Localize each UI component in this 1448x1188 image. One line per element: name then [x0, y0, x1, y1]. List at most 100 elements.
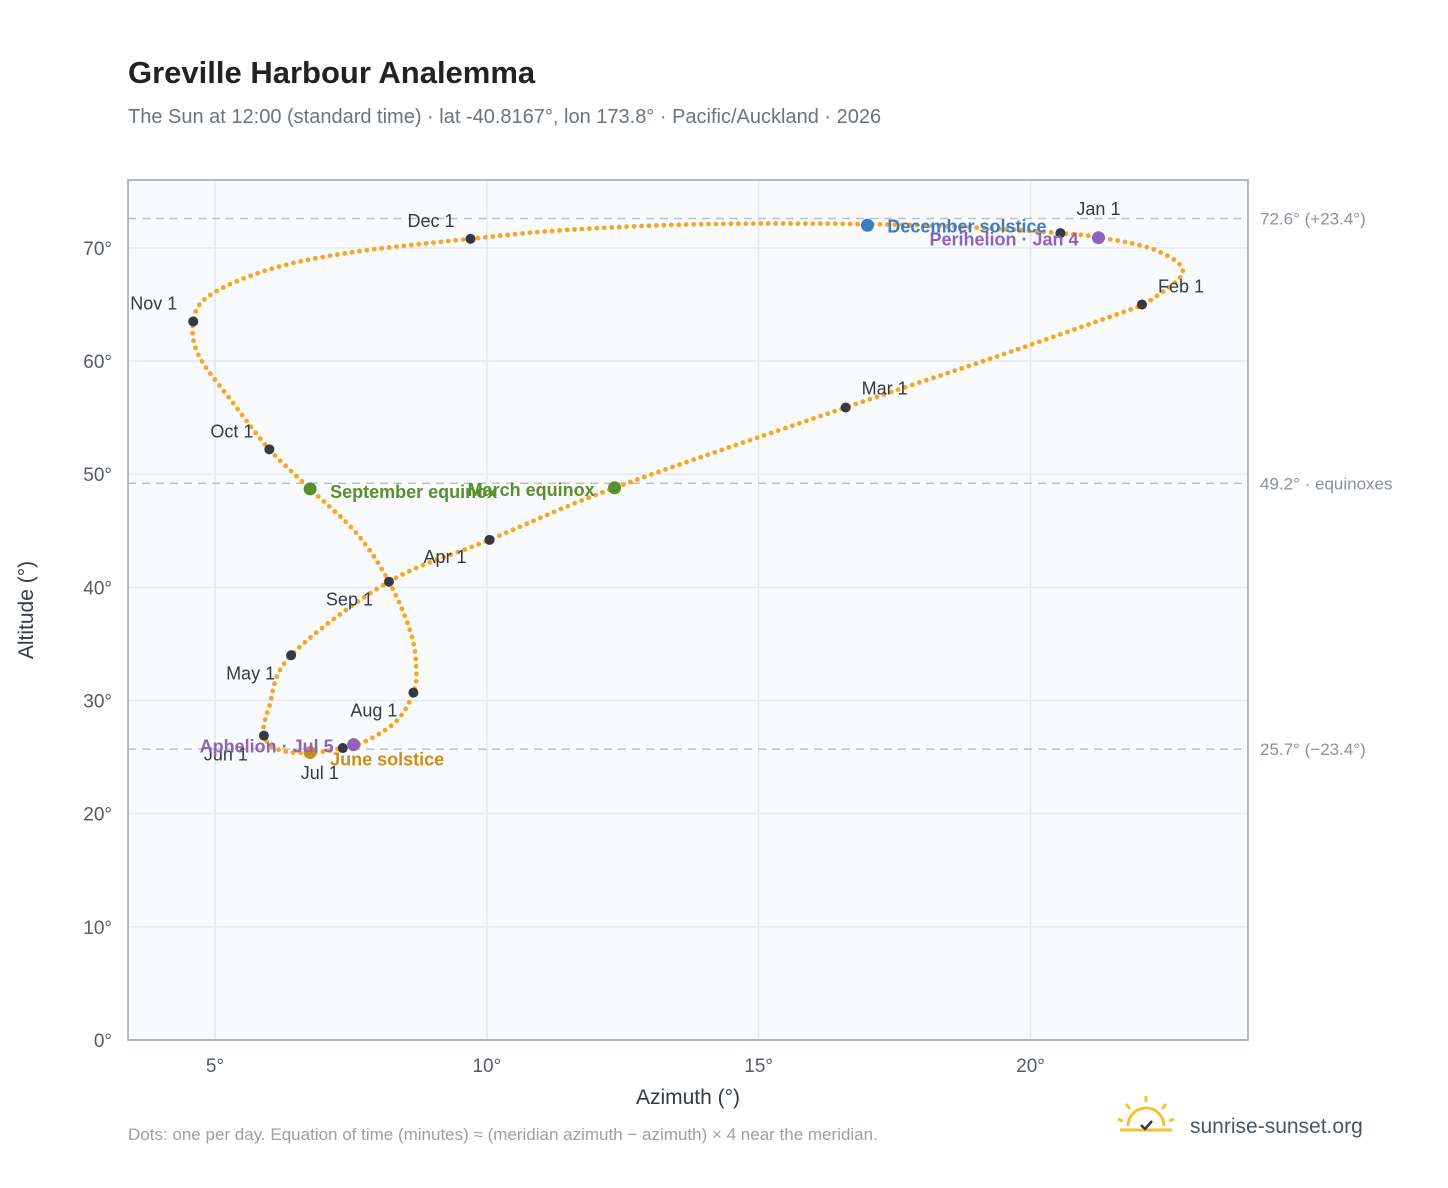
daily-dot	[434, 557, 440, 563]
month-marker-label: Jul 1	[301, 763, 339, 783]
daily-dot	[1004, 226, 1009, 232]
month-marker-dot	[286, 650, 297, 661]
daily-dot	[290, 750, 296, 755]
daily-dot	[1026, 228, 1032, 234]
daily-dot	[496, 533, 502, 539]
daily-dot	[551, 509, 557, 515]
event-marker-dot	[1091, 231, 1105, 245]
month-marker-label: Jan 1	[1076, 199, 1120, 219]
daily-dot	[332, 509, 338, 514]
daily-dot	[276, 747, 281, 753]
daily-dot	[448, 552, 454, 557]
daily-dot	[277, 458, 283, 464]
daily-dot	[735, 221, 741, 227]
daily-dot	[400, 571, 405, 577]
daily-dot	[319, 625, 325, 631]
daily-dot	[565, 503, 571, 509]
daily-dot	[376, 731, 382, 737]
daily-dot	[750, 221, 756, 227]
daily-dot	[262, 717, 268, 723]
y-tick-label: 10°	[83, 918, 112, 939]
daily-dot	[761, 432, 767, 438]
daily-dot	[974, 225, 980, 230]
daily-dot	[952, 368, 958, 374]
month-marker-dot	[337, 743, 348, 754]
daily-dot	[190, 330, 195, 336]
daily-dot	[337, 514, 343, 519]
daily-dot	[342, 250, 348, 256]
month-marker-label: Mar 1	[862, 378, 908, 398]
daily-dot	[272, 681, 277, 687]
daily-dot	[248, 424, 254, 430]
daily-dot	[1093, 319, 1098, 325]
daily-dot	[1121, 309, 1127, 315]
daily-dot	[313, 630, 319, 636]
daily-dot	[312, 255, 318, 261]
daily-dot	[406, 568, 412, 574]
daily-dot	[396, 599, 402, 605]
daily-dot	[383, 573, 388, 578]
daily-dot	[832, 221, 838, 227]
daily-dot	[811, 416, 816, 421]
daily-dot	[646, 223, 652, 229]
month-marker-dot	[840, 402, 851, 413]
daily-dot	[1148, 297, 1154, 303]
daily-dot	[1114, 312, 1119, 317]
daily-dot	[294, 473, 299, 479]
event-marker-dot	[860, 218, 874, 232]
daily-dot	[803, 221, 808, 227]
daily-dot	[937, 223, 942, 229]
daily-dot	[534, 229, 540, 235]
chart-title: Greville Harbour Analemma	[128, 55, 536, 90]
daily-dot	[620, 482, 626, 487]
daily-dot	[217, 383, 222, 388]
daily-dot	[544, 512, 550, 518]
month-markers: Jan 1 Feb 1 Mar 1 Apr 1 May 1 Jun 1 Jul 1 Aug 1…	[130, 199, 1204, 783]
daily-dot	[1008, 349, 1014, 354]
daily-dot	[966, 224, 972, 230]
daily-dot	[818, 413, 823, 419]
daily-dot	[403, 706, 409, 712]
daily-dot	[349, 603, 355, 609]
y-tick-label: 70°	[83, 239, 112, 260]
event-marker-label: September equinox	[330, 482, 497, 502]
daily-dot	[476, 541, 482, 547]
daily-dot	[642, 474, 647, 480]
daily-dot	[924, 377, 929, 383]
daily-dot	[1177, 275, 1183, 280]
daily-dot	[705, 452, 711, 458]
daily-dot	[796, 420, 802, 426]
month-marker-label: Dec 1	[407, 211, 454, 231]
daily-dot	[931, 375, 936, 381]
daily-dot	[668, 222, 674, 228]
y-tick-label: 40°	[83, 578, 112, 599]
daily-dot	[505, 232, 511, 238]
daily-dot	[922, 223, 928, 228]
daily-dot	[1015, 346, 1021, 352]
daily-dot	[1011, 227, 1017, 233]
daily-dot	[914, 222, 920, 228]
daily-dot	[283, 463, 288, 469]
daily-dot	[469, 544, 475, 550]
daily-dot	[1107, 236, 1113, 242]
daily-dot	[362, 541, 368, 547]
daily-dot	[1151, 247, 1157, 252]
daily-dot	[586, 495, 591, 501]
daily-dot	[867, 396, 873, 402]
daily-dot	[320, 749, 326, 755]
daily-dot	[938, 373, 943, 378]
daily-dot	[542, 229, 548, 234]
daily-dot	[1144, 244, 1150, 250]
daily-dot	[334, 252, 340, 257]
daily-dot	[283, 262, 289, 268]
daily-dot	[593, 492, 598, 498]
daily-dot	[235, 406, 240, 412]
daily-dot	[765, 221, 771, 226]
daily-dot	[564, 227, 570, 233]
daily-dot	[1160, 289, 1166, 295]
reference-line-label: 25.7° (−23.4°)	[1260, 740, 1366, 759]
daily-dot	[524, 521, 530, 527]
daily-dot	[712, 449, 718, 455]
event-marker-dot	[303, 746, 317, 760]
daily-dot	[427, 559, 433, 565]
